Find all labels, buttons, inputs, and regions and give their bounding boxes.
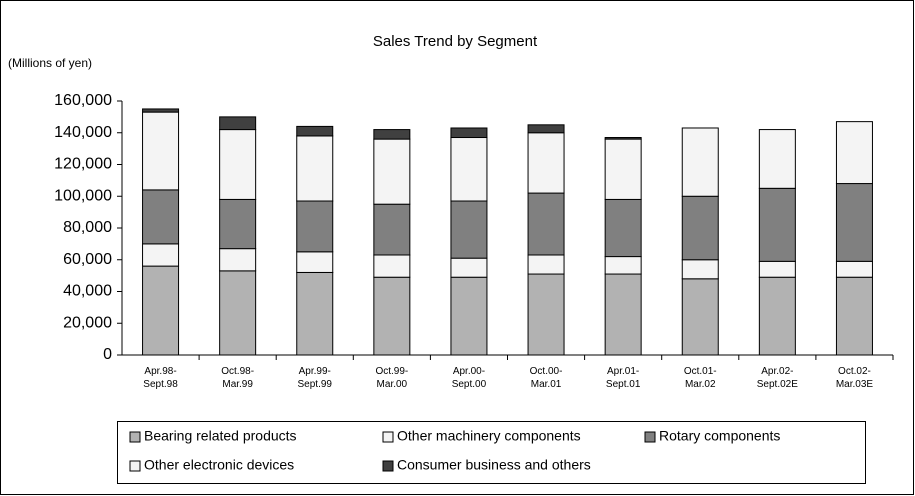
- bar-segment: [142, 108, 180, 113]
- bar-segment: [681, 127, 719, 197]
- legend-label: Other machinery components: [397, 428, 581, 444]
- bar-segment: [758, 260, 796, 278]
- bar-segment: [296, 251, 334, 273]
- bar-segment: [835, 276, 873, 356]
- x-tick-label: Oct.01-Mar.02: [684, 366, 717, 390]
- y-tick-label: 100,000: [54, 187, 112, 204]
- bar-segment: [527, 132, 565, 194]
- bar-segment: [758, 187, 796, 262]
- y-axis-label: (Millions of yen): [8, 56, 92, 70]
- bar-segment: [373, 254, 411, 278]
- bar-segment: [373, 203, 411, 256]
- bar-segment: [450, 257, 488, 278]
- bar-segment: [219, 129, 257, 200]
- bar-segment: [758, 129, 796, 189]
- bar-segment: [681, 278, 719, 356]
- legend-swatch: [382, 460, 394, 472]
- chart-title: Sales Trend by Segment: [373, 33, 538, 50]
- bar-segment: [450, 137, 488, 202]
- legend-label: Rotary components: [659, 428, 780, 444]
- bar-segment: [219, 198, 257, 250]
- y-tick-label: 160,000: [54, 92, 112, 109]
- x-tick-label: Oct.98-Mar.99: [221, 366, 254, 390]
- bar-segment: [296, 200, 334, 253]
- bar-segment: [604, 137, 642, 140]
- legend-label: Bearing related products: [144, 428, 297, 444]
- bar-segment: [219, 248, 257, 272]
- legend-label: Consumer business and others: [397, 457, 591, 473]
- bar-segment: [296, 125, 334, 137]
- bar-segment: [142, 189, 180, 245]
- x-tick-label: Apr.98-Sept.98: [143, 366, 178, 390]
- y-tick-label: 80,000: [63, 219, 112, 236]
- legend-swatch: [382, 431, 394, 443]
- y-tick-label: 20,000: [63, 314, 112, 331]
- bar-segment: [219, 270, 257, 356]
- bar-segment: [219, 116, 257, 131]
- bar-segment: [835, 121, 873, 185]
- legend-label: Other electronic devices: [144, 457, 294, 473]
- bar-segment: [604, 256, 642, 275]
- y-tick-label: 0: [103, 346, 112, 363]
- bar-segment: [604, 198, 642, 258]
- bar-segment: [373, 129, 411, 140]
- bar-segment: [835, 183, 873, 262]
- bar-segment: [604, 273, 642, 356]
- bar-segment: [142, 111, 180, 191]
- y-tick-label: 120,000: [54, 156, 112, 173]
- bar-segment: [373, 138, 411, 205]
- x-tick-label: Apr.02-Sept.02E: [757, 366, 798, 390]
- y-tick-label: 140,000: [54, 124, 112, 141]
- bar-segment: [450, 276, 488, 356]
- x-tick-label: Oct.00-Mar.01: [530, 366, 563, 390]
- bar-segment: [527, 273, 565, 356]
- legend-swatch: [129, 431, 141, 443]
- x-tick-label: Oct.02-Mar.03E: [836, 366, 874, 390]
- y-tick-label: 60,000: [63, 251, 112, 268]
- bar-segment: [296, 135, 334, 202]
- x-tick-label: Oct.99-Mar.00: [375, 366, 408, 390]
- bar-segment: [681, 259, 719, 280]
- bar-segment: [142, 243, 180, 267]
- bar-segment: [142, 265, 180, 356]
- bar-segment: [450, 127, 488, 139]
- legend-swatch: [644, 431, 656, 443]
- x-tick-label: Apr.01-Sept.01: [606, 366, 641, 390]
- bar-segment: [835, 260, 873, 278]
- x-tick-label: Apr.00-Sept.00: [452, 366, 487, 390]
- bar-segment: [296, 271, 334, 356]
- bar-segment: [373, 276, 411, 356]
- legend-box: [117, 421, 866, 484]
- x-tick-label: Apr.99-Sept.99: [298, 366, 333, 390]
- bar-segment: [527, 254, 565, 275]
- bar-segment: [450, 200, 488, 259]
- bar-segment: [681, 195, 719, 261]
- bar-segment: [758, 276, 796, 356]
- y-tick-label: 40,000: [63, 283, 112, 300]
- bar-segment: [527, 124, 565, 134]
- bar-segment: [527, 192, 565, 256]
- bar-segment: [604, 138, 642, 200]
- legend-swatch: [129, 460, 141, 472]
